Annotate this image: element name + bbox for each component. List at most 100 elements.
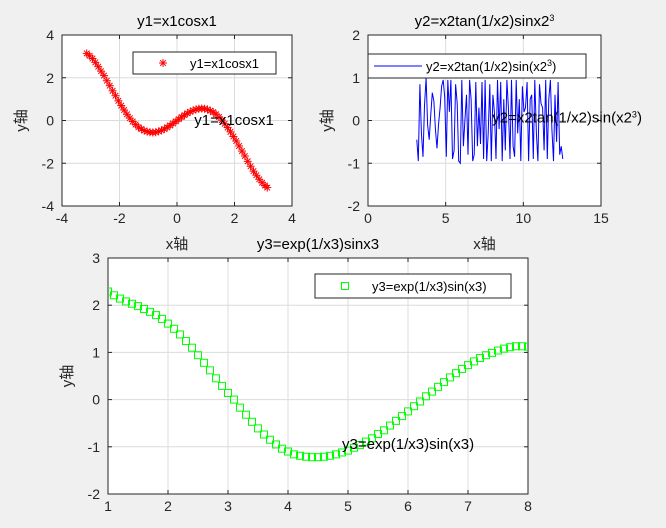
data-point — [434, 382, 442, 391]
data-point — [188, 343, 196, 352]
x-tick-label: 4 — [284, 498, 292, 514]
annotation-text: y3=exp(1/x3)sin(x3) — [342, 436, 474, 453]
data-point — [416, 397, 424, 406]
y-axis-label: y轴 — [319, 109, 336, 132]
data-point — [117, 101, 126, 110]
data-point — [94, 62, 103, 71]
x-tick-label: 5 — [442, 210, 450, 226]
data-point — [249, 167, 258, 176]
data-point — [380, 426, 388, 435]
legend-label: y2=x2tan(1/x2)sin(x23) — [426, 58, 556, 74]
data-point — [194, 351, 202, 360]
data-point — [338, 448, 346, 457]
data-point — [226, 127, 235, 136]
x-tick-label: 15 — [593, 210, 609, 226]
data-point — [223, 123, 232, 132]
legend-swatch — [341, 282, 349, 290]
legend-box — [132, 51, 277, 75]
legend-label: y3=exp(1/x3)sin(x3) — [372, 279, 487, 294]
y-tick-label: 0 — [92, 392, 100, 408]
data-point — [224, 388, 232, 397]
legend: y2=x2tan(1/x2)sin(x23) — [367, 53, 587, 79]
data-point — [102, 76, 111, 85]
x-axis-label: x轴 — [473, 236, 496, 253]
data-point — [218, 381, 226, 390]
data-point — [392, 416, 400, 425]
data-point — [200, 358, 208, 367]
data-point — [452, 369, 460, 378]
data-point — [368, 434, 376, 443]
legend-box — [314, 273, 512, 299]
data-point — [220, 119, 229, 128]
series-group — [82, 49, 272, 192]
data-point — [97, 67, 106, 76]
data-point — [350, 443, 358, 452]
legend: y1=x1cosx1 — [132, 51, 277, 75]
legend-box — [367, 53, 587, 79]
data-point — [302, 452, 310, 461]
data-point — [140, 304, 148, 313]
y-tick-label: 2 — [46, 70, 54, 86]
x-tick-label: 5 — [344, 498, 352, 514]
data-point — [524, 342, 528, 351]
data-point — [512, 342, 520, 351]
x-axis-label: x轴 — [166, 236, 189, 253]
y-tick-label: 0 — [46, 113, 54, 129]
data-point — [494, 346, 502, 355]
data-point — [91, 58, 100, 67]
y-tick-label: 2 — [352, 27, 360, 43]
chart-2: 0 5 10 15 -2 -1 0 1 2 y2=x2tan(1/x2)sinx23 x轴 y轴 y2=… — [319, 13, 642, 253]
y-axis-label: y轴 — [59, 365, 76, 388]
x-tick-label: 1 — [104, 498, 112, 514]
data-point — [116, 294, 124, 303]
y-tick-label: -2 — [88, 486, 101, 502]
x-tick-label: 10 — [516, 210, 532, 226]
x-tick-label: 2 — [164, 498, 172, 514]
data-point — [111, 91, 120, 100]
data-point — [506, 343, 514, 352]
data-point — [212, 374, 220, 383]
data-point — [248, 417, 256, 426]
data-point — [296, 451, 304, 460]
data-point — [320, 452, 328, 461]
x-tick-label: 0 — [364, 210, 372, 226]
data-point — [446, 373, 454, 382]
legend: y3=exp(1/x3)sin(x3) — [314, 273, 512, 299]
y-axis-label: y轴 — [13, 109, 30, 132]
chart-title: y3=exp(1/x3)sinx3 — [257, 236, 379, 253]
data-point — [284, 447, 292, 456]
chart-1: -4 -2 0 2 4 -4 -2 0 2 4 y1=x1cosx1 x轴 y轴 y1=x1cosx1 y1… — [13, 13, 296, 253]
x-tick-label: 6 — [404, 498, 412, 514]
data-point — [518, 342, 526, 351]
y-tick-label: -1 — [348, 155, 361, 171]
data-point — [254, 424, 262, 433]
data-point — [243, 157, 252, 166]
data-point — [422, 392, 430, 401]
data-point — [440, 378, 448, 387]
data-point — [266, 435, 274, 444]
data-point — [158, 314, 166, 323]
series-line — [416, 77, 564, 165]
x-tick-label: -4 — [56, 210, 69, 226]
x-tick-label: 4 — [288, 210, 296, 226]
data-point — [344, 446, 352, 455]
data-point — [404, 407, 412, 416]
data-point — [260, 430, 268, 439]
data-point — [240, 151, 249, 160]
data-point — [206, 366, 214, 375]
y-tick-label: -1 — [88, 439, 101, 455]
data-point — [398, 412, 406, 421]
data-point — [120, 106, 129, 115]
data-point — [482, 351, 490, 360]
chart-title: y1=x1cosx1 — [137, 13, 217, 30]
x-tick-label: 2 — [231, 210, 239, 226]
data-point — [170, 324, 178, 333]
data-point — [488, 348, 496, 357]
x-tick-label: 3 — [224, 498, 232, 514]
series-group — [416, 77, 564, 165]
chart-3: 1 2 3 4 5 6 7 8 -2 -1 0 1 2 3 y3=exp(1/x3)sinx3 y轴 y3=ex… — [59, 236, 532, 514]
data-point — [332, 450, 340, 459]
chart-title: y2=x2tan(1/x2)sinx23 — [415, 13, 555, 30]
y-tick-label: 2 — [92, 297, 100, 313]
data-point — [476, 354, 484, 363]
